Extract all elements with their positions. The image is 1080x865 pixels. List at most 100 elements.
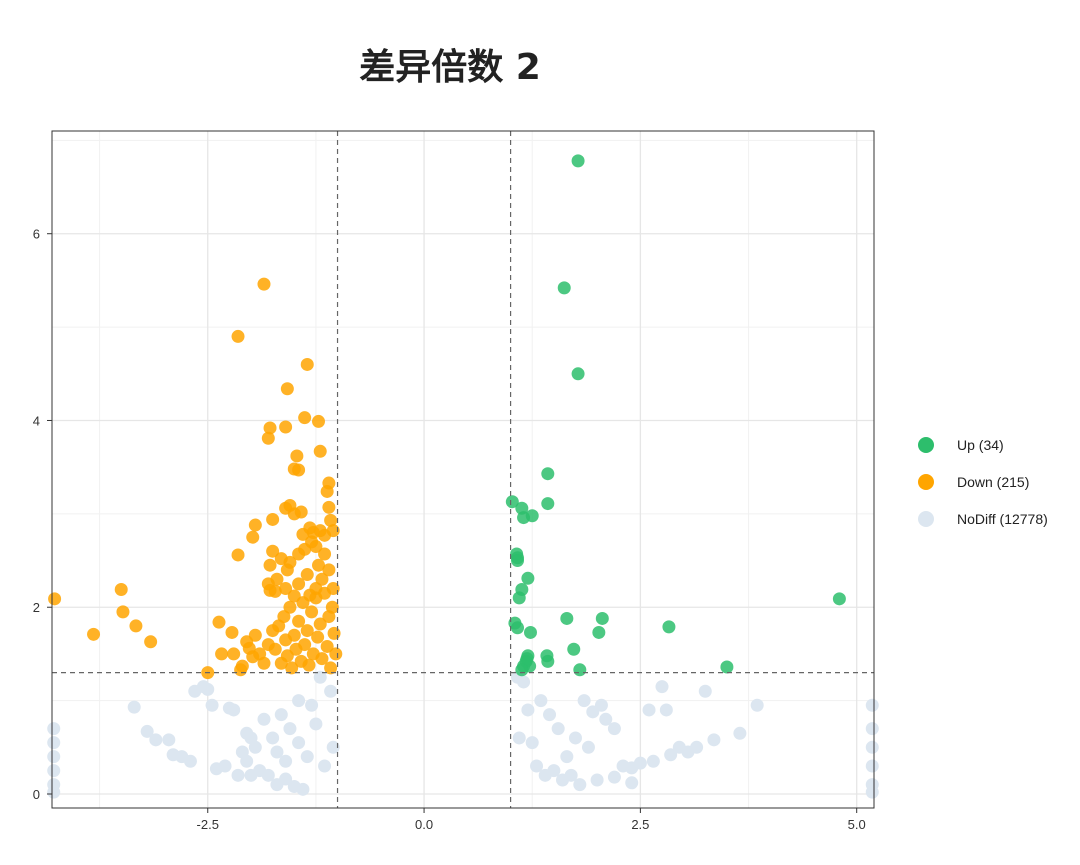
data-point (205, 698, 219, 712)
data-point (298, 411, 312, 425)
x-tick-label: 0.0 (415, 817, 433, 832)
data-point (47, 764, 61, 778)
data-point (47, 785, 61, 799)
data-point (257, 277, 271, 291)
data-point (240, 754, 254, 768)
data-point (292, 736, 306, 750)
data-point (183, 754, 197, 768)
data-point (327, 626, 341, 640)
data-point (505, 495, 519, 509)
data-point (215, 647, 229, 661)
data-point (279, 772, 293, 786)
data-point (318, 759, 332, 773)
data-point (865, 722, 879, 736)
data-point (318, 547, 332, 561)
data-point (733, 726, 747, 740)
data-point (201, 682, 215, 696)
grid-layer (52, 131, 874, 808)
data-point (324, 684, 338, 698)
data-point (240, 726, 254, 740)
data-point (227, 703, 241, 717)
data-point (530, 759, 544, 773)
data-point (616, 759, 630, 773)
data-point (261, 768, 275, 782)
legend-item: NoDiff (12778) (918, 500, 1048, 537)
data-point (322, 500, 336, 514)
points-layer (47, 154, 879, 799)
data-point (285, 661, 299, 675)
data-point (543, 708, 557, 722)
legend-swatch (918, 473, 934, 490)
data-point (571, 367, 585, 381)
data-point (313, 670, 327, 684)
data-point (244, 768, 258, 782)
data-point (280, 382, 294, 396)
data-point (312, 414, 326, 428)
data-point (326, 582, 340, 596)
data-point (315, 652, 329, 666)
legend-label: NoDiff (12778) (957, 510, 1048, 527)
chart-title: 差异倍数 2 (359, 47, 541, 88)
data-point (290, 449, 304, 463)
data-point (568, 731, 582, 745)
data-point (292, 463, 306, 477)
x-tick-label: -2.5 (197, 817, 219, 832)
data-point (248, 518, 262, 532)
data-point (324, 661, 338, 675)
data-point (577, 694, 591, 708)
data-point (551, 722, 565, 736)
data-point (300, 750, 314, 764)
data-point (750, 698, 764, 712)
data-point (672, 740, 686, 754)
legend-swatch (918, 510, 934, 527)
data-point (47, 750, 61, 764)
data-point (144, 635, 158, 649)
data-point (248, 740, 262, 754)
data-point (541, 467, 555, 481)
data-point (326, 524, 340, 538)
data-point (324, 513, 338, 527)
legend-item: Down (215) (918, 463, 1048, 500)
data-point (326, 740, 340, 754)
data-point (225, 625, 239, 639)
data-point (646, 754, 660, 768)
data-point (87, 627, 101, 641)
data-point (607, 770, 621, 784)
data-point (287, 589, 301, 603)
data-point (266, 544, 280, 558)
data-point (283, 722, 297, 736)
data-point (129, 619, 143, 633)
data-point (274, 708, 288, 722)
data-point (234, 663, 248, 677)
data-point (292, 694, 306, 708)
data-point (280, 563, 294, 577)
legend-item: Up (34) (918, 426, 1048, 463)
data-point (287, 507, 301, 521)
data-point (270, 745, 284, 759)
data-point (296, 527, 310, 541)
data-point (592, 625, 606, 639)
data-point (292, 577, 306, 591)
data-point (525, 509, 539, 523)
data-point (292, 547, 306, 561)
legend-label: Down (215) (957, 473, 1030, 490)
x-tick-label: 2.5 (631, 817, 649, 832)
data-point (698, 684, 712, 698)
data-point (263, 558, 277, 572)
data-point (512, 591, 526, 605)
data-point (231, 329, 245, 343)
data-point (832, 592, 846, 606)
data-point (302, 658, 316, 672)
data-point (231, 768, 245, 782)
data-point (642, 703, 656, 717)
data-point (320, 639, 334, 653)
data-point (292, 614, 306, 628)
y-tick-label: 0 (33, 787, 40, 802)
data-point (320, 484, 334, 498)
data-point (296, 782, 310, 796)
data-point (607, 722, 621, 736)
data-point (567, 642, 581, 656)
data-point (263, 421, 277, 435)
data-point (659, 703, 673, 717)
